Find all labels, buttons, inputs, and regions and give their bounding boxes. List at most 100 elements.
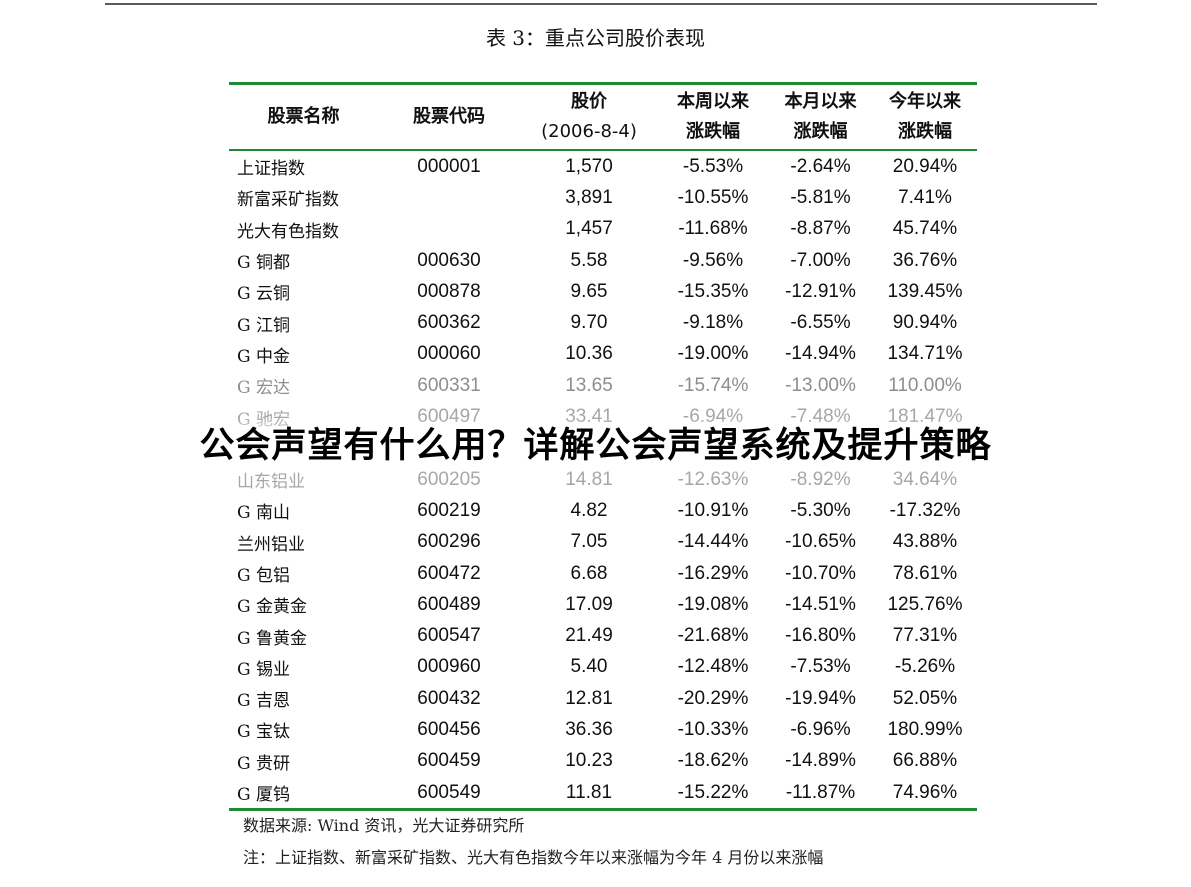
table-row: 兰州铝业 600296 7.05 -14.44% -10.65% 43.88% (229, 527, 977, 558)
cell-price: 10.23 (565, 750, 613, 772)
cell-price: 21.49 (565, 625, 613, 647)
cell-month: -6.96% (790, 718, 851, 740)
cell-week: -10.55% (677, 186, 749, 208)
cell-name: G 云铜 (237, 284, 290, 305)
cell-name: G 宏达 (237, 378, 290, 399)
cell-month: -7.00% (790, 249, 851, 271)
table-body: 上证指数 000001 1,570 -5.53% -2.64% 20.94% 新富采矿指数 3… (229, 149, 977, 808)
header-price-line1: 股价 (571, 91, 607, 112)
table-row: G 包铝 600472 6.68 -16.29% -10.70% 78.61% (229, 558, 977, 589)
table-row: G 厦钨 600549 11.81 -15.22% -11.87% 74.96% (229, 777, 977, 808)
cell-code (378, 214, 520, 245)
cell-code: 600456 (417, 718, 481, 740)
header-price-line2: (2006-8-4) (541, 121, 637, 142)
cell-week: -21.68% (677, 625, 749, 647)
stock-performance-table: 股票名称 股票代码 股价 (2006-8-4) 本周以来 涨跌幅 本月以来 涨跌… (229, 85, 977, 808)
cell-week: -10.91% (677, 499, 749, 521)
cell-name: 光大有色指数 (237, 221, 339, 242)
cell-year: 20.94% (892, 155, 958, 177)
cell-year: 52.05% (892, 687, 958, 709)
header-divider-rule (229, 149, 977, 151)
header-code: 股票代码 (413, 106, 485, 127)
cell-price: 3,891 (565, 186, 613, 208)
cell-price: 9.65 (570, 280, 608, 302)
cell-month: -19.94% (785, 687, 856, 709)
cell-price: 13.65 (565, 374, 613, 396)
cell-year: 78.61% (892, 562, 958, 584)
cell-code: 000630 (417, 249, 481, 271)
cell-code: 600331 (417, 374, 481, 396)
cell-week: -15.22% (677, 781, 749, 803)
cell-week: -19.00% (677, 343, 749, 365)
cell-month: -5.30% (790, 499, 851, 521)
cell-price: 1,457 (565, 218, 613, 240)
cell-name: G 贵研 (237, 753, 290, 774)
table-title: 表 3：重点公司股价表现 (485, 26, 706, 50)
table-notes: 数据来源: Wind 资讯，光大证券研究所 注：上证指数、新富采矿指数、光大有色… (243, 814, 823, 878)
cell-price: 1,570 (565, 155, 613, 177)
cell-year: 180.99% (887, 718, 963, 740)
cell-price: 7.05 (570, 531, 608, 553)
table-row: 新富采矿指数 3,891 -10.55% -5.81% 7.41% (229, 182, 977, 213)
cell-month: -14.89% (785, 750, 856, 772)
cell-year: 125.76% (887, 593, 963, 615)
cell-year: 77.31% (892, 625, 958, 647)
footnote: 注：上证指数、新富采矿指数、光大有色指数今年以来涨幅为今年 4 月份以来涨幅 (243, 848, 824, 867)
cell-year: 139.45% (887, 280, 963, 302)
cell-month: -5.81% (790, 186, 851, 208)
cell-code: 000878 (417, 280, 481, 302)
cell-year: 110.00% (888, 374, 962, 396)
cell-price: 4.82 (570, 499, 608, 521)
cell-month: -10.65% (785, 531, 856, 553)
cell-month: -6.55% (790, 312, 851, 334)
cell-code: 600489 (417, 593, 481, 615)
cell-name: 新富采矿指数 (237, 190, 339, 211)
cell-name: G 铜都 (237, 253, 290, 274)
header-week: 本周以来 涨跌幅 (658, 85, 768, 149)
cell-code: 600219 (417, 499, 481, 521)
cell-name: G 锡业 (237, 659, 290, 680)
top-rule (105, 3, 1097, 5)
table-row: G 宏达 600331 13.65 -15.74% -13.00% 110.00% (229, 370, 977, 401)
cell-week: -9.18% (682, 312, 744, 334)
cell-name: G 鲁黄金 (237, 628, 307, 649)
cell-code: 600362 (417, 312, 481, 334)
cell-month: -7.53% (790, 656, 851, 678)
cell-month: -11.87% (785, 781, 856, 803)
cell-year: 36.76% (892, 249, 958, 271)
overlay-title: 公会声望有什么用？详解公会声望系统及提升策略 (199, 426, 992, 466)
cell-week: -9.56% (682, 249, 744, 271)
cell-code (378, 182, 520, 213)
cell-price: 5.58 (570, 249, 608, 271)
cell-name: G 江铜 (237, 315, 290, 336)
cell-price: 36.36 (565, 718, 613, 740)
cell-year: 90.94% (892, 312, 958, 334)
cell-price: 5.40 (570, 656, 608, 678)
cell-week: -15.74% (677, 374, 749, 396)
cell-month: -16.80% (785, 625, 856, 647)
table-row: G 贵研 600459 10.23 -18.62% -14.89% 66.88% (229, 746, 977, 777)
cell-month: -13.00% (785, 374, 856, 396)
cell-name: G 宝钛 (237, 722, 290, 743)
header-price: 股价 (2006-8-4) (520, 85, 658, 149)
cell-code: 600547 (417, 625, 481, 647)
cell-price: 9.70 (570, 312, 608, 334)
cell-price: 6.68 (570, 562, 608, 584)
cell-code: 600459 (417, 750, 481, 772)
cell-year: -17.32% (889, 499, 961, 521)
data-source-note: 数据来源: Wind 资讯，光大证券研究所 (243, 816, 525, 835)
cell-month: -2.64% (790, 155, 851, 177)
cell-name: 山东铝业 (237, 472, 305, 493)
header-year-line2: 涨跌幅 (898, 121, 952, 142)
stock-table-container: 股票名称 股票代码 股价 (2006-8-4) 本周以来 涨跌幅 本月以来 涨跌… (229, 82, 977, 812)
cell-price: 11.81 (565, 781, 613, 803)
table-bottom-rule (229, 808, 977, 812)
cell-price: 12.81 (565, 687, 613, 709)
cell-name: 上证指数 (237, 159, 305, 180)
title-overlay-band (0, 418, 1191, 474)
cell-month: -8.87% (790, 218, 851, 240)
cell-year: -5.26% (894, 656, 956, 678)
cell-year: 7.41% (898, 186, 952, 208)
header-week-line1: 本周以来 (677, 91, 749, 112)
cell-year: 66.88% (892, 750, 958, 772)
